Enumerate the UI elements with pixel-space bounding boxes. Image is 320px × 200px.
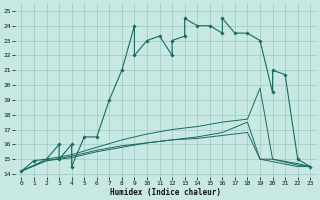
- X-axis label: Humidex (Indice chaleur): Humidex (Indice chaleur): [110, 188, 221, 197]
